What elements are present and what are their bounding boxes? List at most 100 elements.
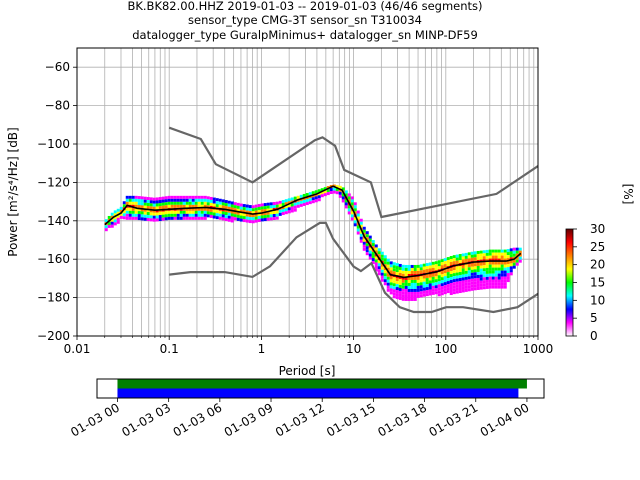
histogram-cell (224, 218, 228, 222)
histogram-cell (371, 258, 375, 262)
timeline-bars (117, 379, 527, 398)
histogram-cell (209, 199, 213, 203)
histogram-cell (134, 201, 138, 205)
histogram-cell (449, 259, 453, 263)
histogram-cell (488, 267, 492, 271)
histogram-cell (368, 253, 372, 257)
histogram-cell (431, 261, 435, 265)
histogram-cell (491, 261, 495, 265)
histogram-cell (140, 199, 144, 203)
histogram-cell (149, 212, 153, 216)
histogram-cell (434, 261, 438, 265)
histogram-cell (134, 210, 138, 214)
histogram-cell (380, 257, 384, 261)
histogram-cell (329, 187, 333, 191)
histogram-cell (236, 211, 240, 215)
histogram-cell (179, 210, 183, 214)
histogram-cell (422, 269, 426, 273)
histogram-cell (353, 223, 357, 227)
histogram-cell (182, 207, 186, 211)
histogram-cell (437, 272, 441, 276)
histogram-cell (491, 273, 495, 277)
histogram-cell (446, 263, 450, 267)
histogram-cell (467, 252, 471, 256)
histogram-cell (410, 297, 414, 301)
histogram-cell (464, 288, 468, 292)
histogram-cell (455, 254, 459, 258)
histogram-cell (293, 208, 297, 212)
histogram-cell (467, 288, 471, 292)
histogram-cell (473, 275, 477, 279)
histogram-cell (473, 287, 477, 291)
histogram-cell (425, 275, 429, 279)
histogram-cell (434, 264, 438, 268)
histogram-cell (185, 195, 189, 199)
histogram-cell (497, 282, 501, 286)
histogram-cell (416, 288, 420, 292)
histogram-cell (134, 204, 138, 208)
histogram-cell (392, 286, 396, 290)
histogram-cell (158, 203, 162, 207)
histogram-cell (431, 264, 435, 268)
histogram-cell (326, 186, 330, 190)
histogram-cell (374, 262, 378, 266)
histogram-cell (434, 279, 438, 283)
histogram-cell (257, 209, 261, 213)
histogram-cell (479, 271, 483, 275)
histogram-cell (500, 249, 504, 253)
histogram-cell (197, 198, 201, 202)
timeline-tick-label: 01-03 15 (324, 400, 378, 439)
histogram-cell (440, 265, 444, 269)
histogram-cell (512, 259, 516, 263)
histogram-cell (512, 265, 516, 269)
histogram-cell (422, 284, 426, 288)
histogram-cell (395, 296, 399, 300)
histogram-cell (161, 217, 165, 221)
histogram-cell (110, 218, 114, 222)
histogram-cell (500, 261, 504, 265)
histogram-cell (353, 217, 357, 221)
histogram-cell (248, 205, 252, 209)
histogram-cell (224, 200, 228, 204)
histogram-cell (503, 267, 507, 271)
histogram-cell (212, 197, 216, 201)
histogram-cell (125, 210, 129, 214)
histogram-cell (497, 285, 501, 289)
histogram-cell (149, 203, 153, 207)
histogram-cell (395, 272, 399, 276)
histogram-cell (464, 276, 468, 280)
histogram-cell (227, 203, 231, 207)
histogram-cell (155, 215, 159, 219)
histogram-cell (215, 210, 219, 214)
histogram-cell (239, 206, 243, 210)
histogram-cell (437, 263, 441, 267)
histogram-cell (506, 258, 510, 262)
histogram-cell (203, 204, 207, 208)
histogram-cell (407, 273, 411, 277)
histogram-cell (422, 266, 426, 270)
histogram-cell (116, 220, 120, 224)
histogram-cell (449, 280, 453, 284)
histogram-cell (449, 256, 453, 260)
histogram-cell (218, 213, 222, 217)
histogram-cell (500, 267, 504, 271)
histogram-cell (497, 273, 501, 277)
histogram-band (104, 184, 522, 301)
histogram-cell (308, 198, 312, 202)
histogram-cell (152, 206, 156, 210)
histogram-cell (200, 207, 204, 211)
histogram-cell (389, 264, 393, 268)
histogram-cell (422, 275, 426, 279)
histogram-cell (428, 286, 432, 290)
histogram-cell (200, 216, 204, 220)
histogram-cell (215, 201, 219, 205)
colorbar-tick-label: 10 (590, 293, 605, 307)
histogram-cell (209, 214, 213, 218)
histogram-cell (236, 208, 240, 212)
histogram-cell (368, 256, 372, 260)
histogram-cell (380, 251, 384, 255)
histogram-cell (473, 284, 477, 288)
histogram-cell (119, 209, 123, 213)
histogram-cell (482, 274, 486, 278)
histogram-cell (248, 220, 252, 224)
